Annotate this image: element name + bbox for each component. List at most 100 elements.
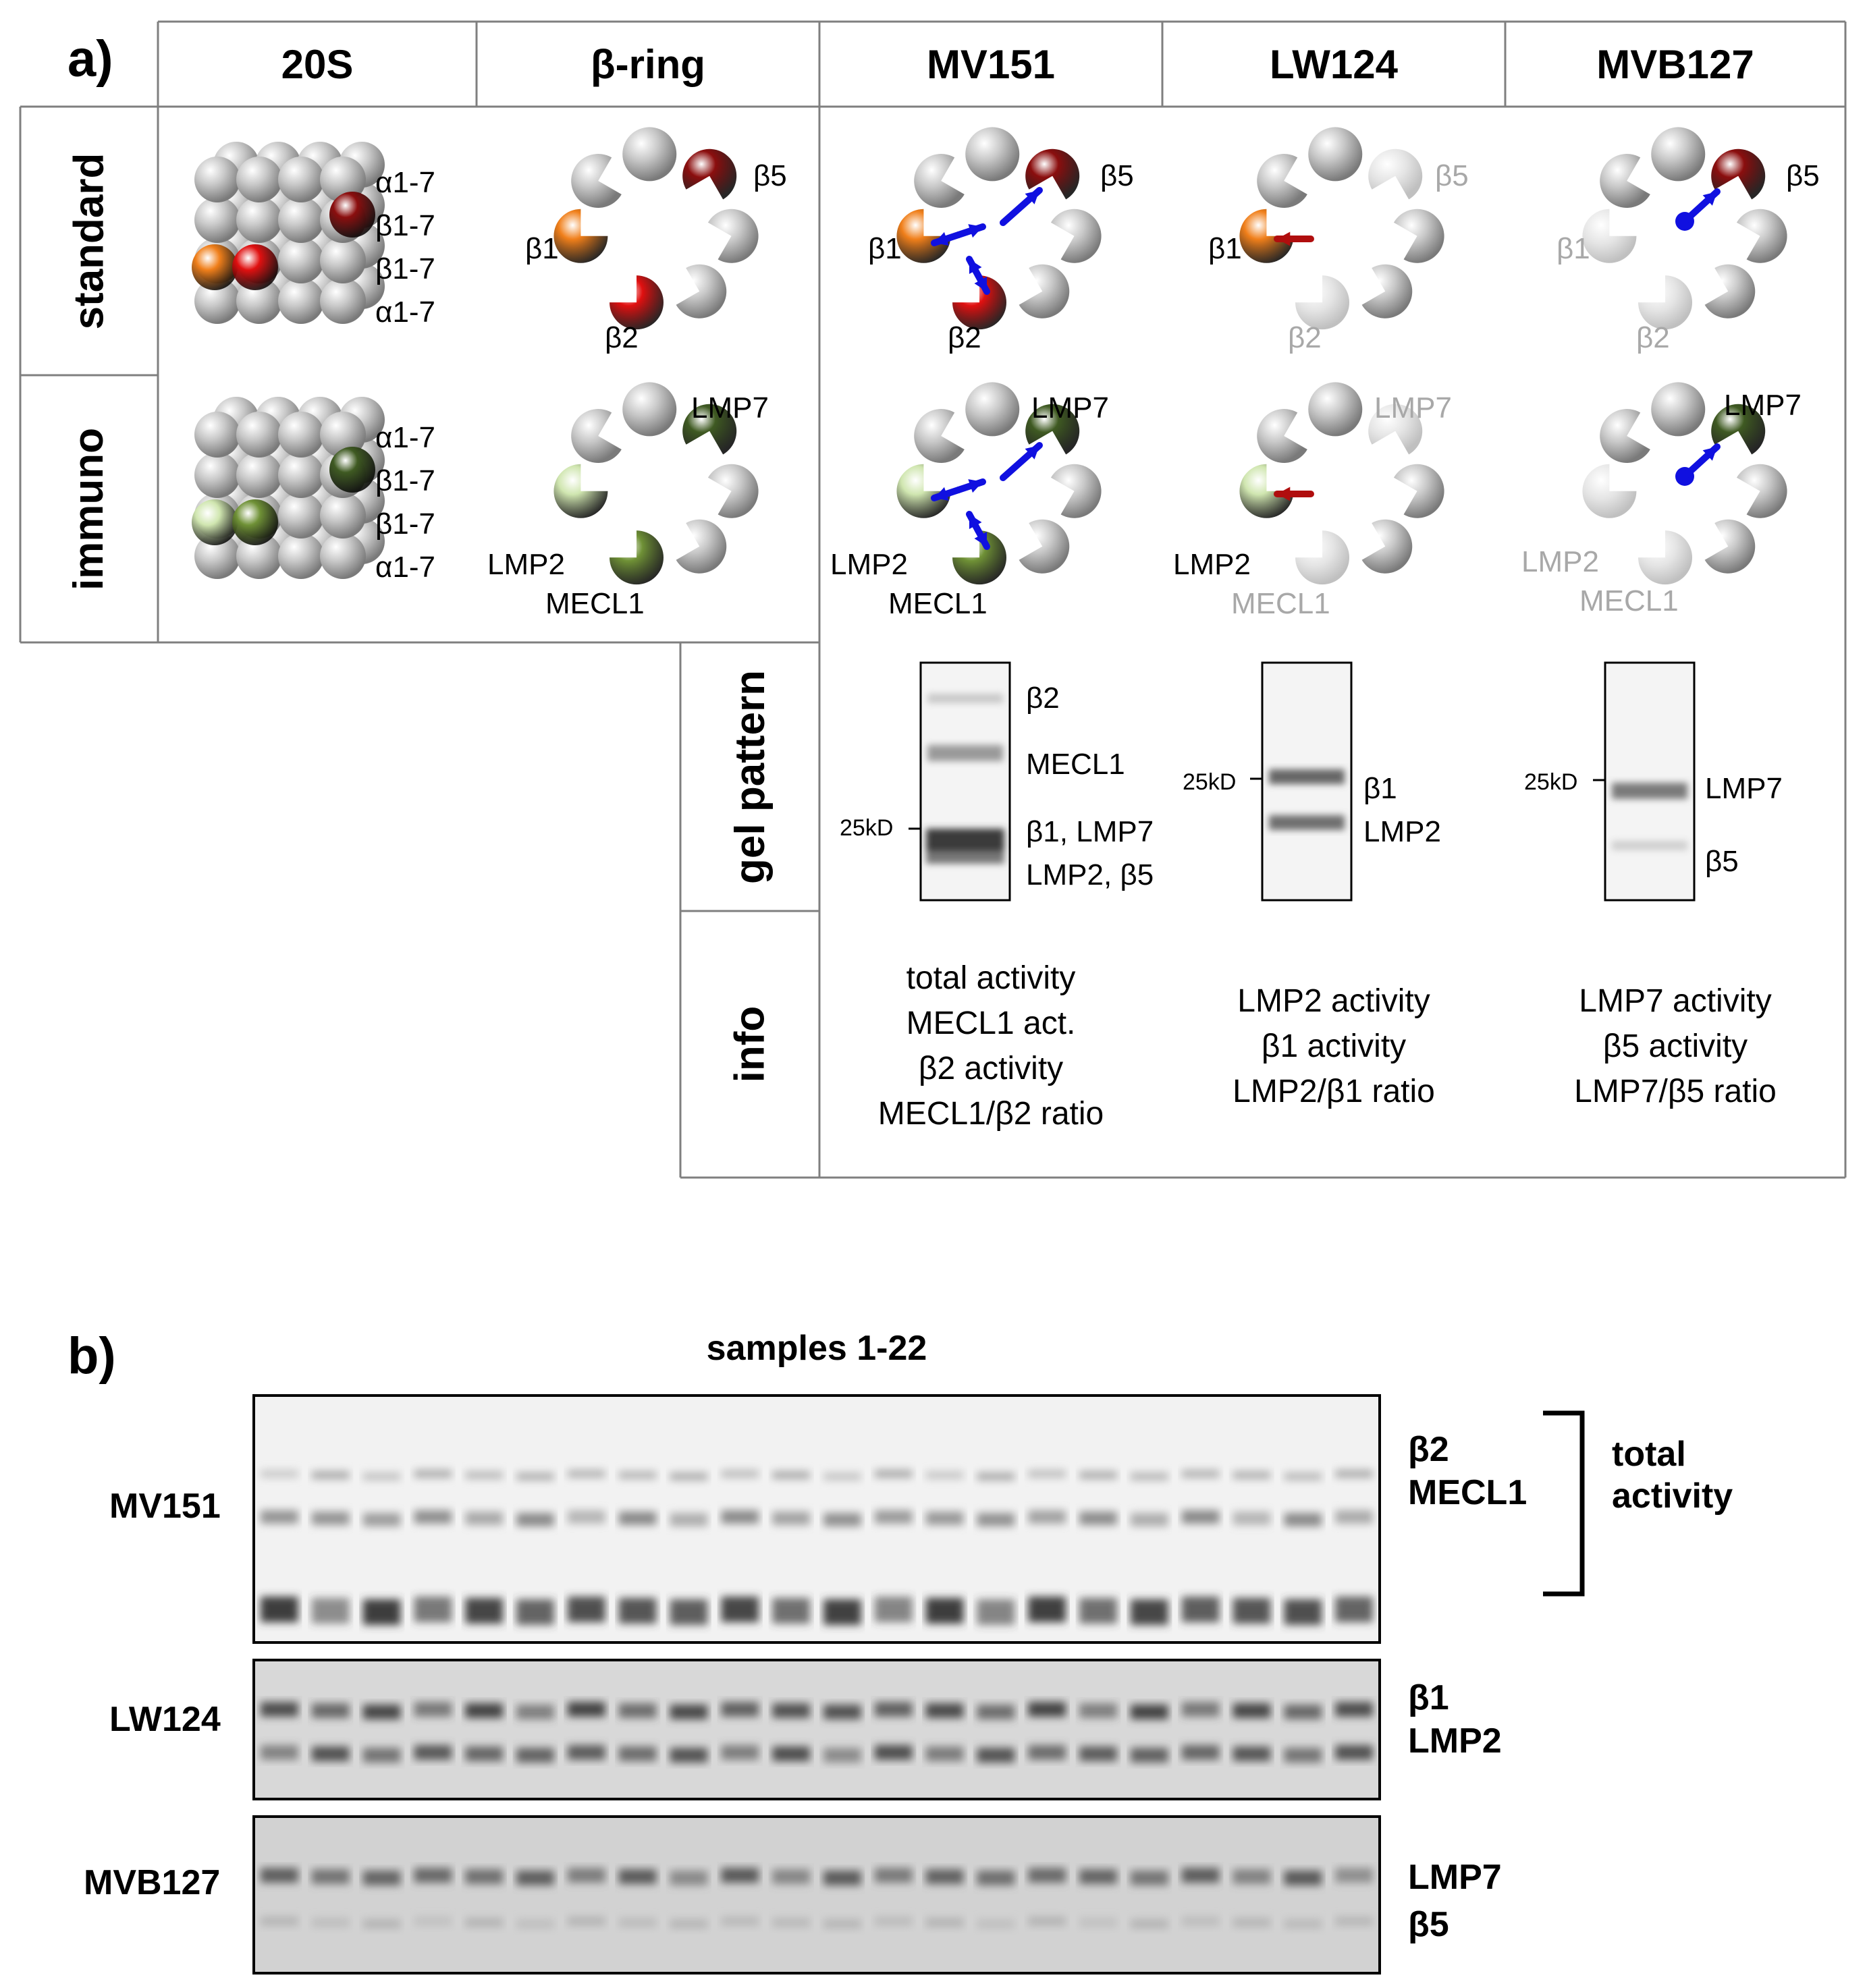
gel-b-1-band bbox=[1130, 1748, 1168, 1763]
gel-b-0-lane bbox=[823, 1472, 861, 1625]
gel-b-0-band bbox=[772, 1598, 810, 1624]
ring-mv151-imm-subunit-5 bbox=[896, 464, 951, 518]
ring-mv151-std-subunit-4 bbox=[952, 275, 1007, 330]
mv151-imm-arrow-b5-head bbox=[1025, 445, 1039, 460]
gel-b-1-lane bbox=[925, 1703, 964, 1761]
gel-b-1-band bbox=[1335, 1745, 1373, 1760]
header-20s: 20S bbox=[281, 41, 354, 87]
ring-mv151-imm-subunit-3 bbox=[1019, 519, 1070, 574]
ring-ring-std-subunit-2 bbox=[707, 209, 759, 263]
gel-b-1-lane bbox=[362, 1705, 401, 1763]
gel-b-0-band bbox=[874, 1510, 913, 1524]
gel-b-0-lane bbox=[261, 1470, 298, 1622]
gel-b-2-lane bbox=[1284, 1871, 1322, 1929]
panel-a-grid bbox=[19, 20, 1847, 1179]
ring-mvb127-std-subunit-5 bbox=[1582, 209, 1637, 263]
gel-b-0-band bbox=[362, 1599, 401, 1625]
gel-b-1-band bbox=[721, 1745, 759, 1760]
ring-ring-imm-subunit-5 bbox=[553, 464, 608, 518]
gel-b-0-band bbox=[1130, 1472, 1168, 1481]
gel-b-0-lane bbox=[1284, 1472, 1322, 1625]
gel-b-0-band bbox=[261, 1470, 298, 1478]
ring-mvb127-std-sphere-0 bbox=[1651, 127, 1706, 182]
gel-b-1-lane bbox=[1335, 1702, 1373, 1760]
total-activity-bracket bbox=[1543, 1410, 1585, 1597]
gel-b-2-band bbox=[465, 1918, 504, 1927]
gel-b-2-band bbox=[670, 1871, 708, 1885]
ring-ring-std-subunit-5 bbox=[553, 209, 608, 263]
gel-b-1-band bbox=[721, 1702, 759, 1717]
cube-imm-label-4: α1-7 bbox=[375, 551, 436, 584]
gel-b-0-band bbox=[516, 1472, 554, 1481]
cube-std-front-sphere bbox=[194, 157, 240, 202]
gel-b-1-lane bbox=[1079, 1703, 1117, 1761]
cube-imm-front-sphere bbox=[236, 452, 282, 498]
ring-lw124-std-sphere-0 bbox=[1308, 127, 1363, 182]
ring-lw124-std-subunit-2 bbox=[1393, 209, 1444, 263]
gel-b-2-band bbox=[772, 1869, 810, 1884]
ring-lw124-imm-subunit-4 bbox=[1295, 530, 1350, 585]
gel-b-2-lane bbox=[362, 1871, 401, 1929]
gel-b-1-lane bbox=[1028, 1702, 1066, 1760]
gel-b-0-band bbox=[874, 1470, 913, 1478]
mv151-imm-arrow-b2-b-head bbox=[969, 514, 982, 529]
gel-b-0-band bbox=[311, 1471, 350, 1479]
gel-b-1-band bbox=[261, 1745, 298, 1760]
gel-b-2-lane bbox=[414, 1868, 452, 1926]
panel-a-label: a) bbox=[67, 30, 113, 88]
ring-std-b5-label: β5 bbox=[753, 159, 787, 192]
gel-b-0-band bbox=[261, 1597, 298, 1622]
gel-b-2-band bbox=[977, 1919, 1015, 1929]
gel-b-2-lane bbox=[1181, 1868, 1220, 1926]
gel-b-1-band bbox=[670, 1705, 708, 1719]
gel-b-1-lane bbox=[823, 1705, 861, 1763]
gel-b-1-lane bbox=[261, 1702, 298, 1760]
gel-b-2-lane bbox=[567, 1868, 605, 1926]
gel-b-1-band bbox=[925, 1746, 964, 1761]
gel-b-0-lane bbox=[977, 1472, 1015, 1625]
gel-b-1-band bbox=[772, 1746, 810, 1761]
cube-imm-beta2-sphere bbox=[232, 499, 278, 545]
gel-b-0-band bbox=[362, 1513, 401, 1526]
gel-b-1-lane bbox=[1284, 1705, 1322, 1763]
ring-ring-imm-sphere-0 bbox=[622, 382, 677, 437]
ring-std-b2-label: β2 bbox=[605, 321, 639, 354]
gel-b-mvb127-band-2: β5 bbox=[1408, 1905, 1449, 1944]
gel-b-0-band bbox=[925, 1512, 964, 1525]
total-activity-label: total activity bbox=[1612, 1435, 1733, 1516]
gel-b-2-band bbox=[925, 1869, 964, 1884]
mv151-imm-arrow-b2-a-head bbox=[974, 532, 987, 547]
mv151-std-arrow-b1-a-head bbox=[968, 224, 983, 238]
gel-b-1-band bbox=[1335, 1702, 1373, 1717]
cube-std-beta1-sphere bbox=[192, 244, 238, 290]
gel-b-2-lane bbox=[823, 1871, 861, 1929]
gel-b-label-mv151: MV151 bbox=[109, 1487, 221, 1526]
gel-b-1-band bbox=[362, 1748, 401, 1763]
gel-b-2-band bbox=[925, 1918, 964, 1927]
gel-b-0-lane bbox=[925, 1471, 964, 1624]
gel-b-label-mvb127: MVB127 bbox=[84, 1863, 221, 1902]
gel-b-0-lane bbox=[1130, 1472, 1168, 1625]
cube-std-front-sphere bbox=[236, 157, 282, 202]
gel-b-2-band bbox=[311, 1918, 350, 1927]
ring-mv151-std-subunit-6 bbox=[914, 154, 965, 209]
gel-b-0-band bbox=[670, 1599, 708, 1625]
cube-std-front-sphere bbox=[320, 278, 366, 324]
gel-b-0-band bbox=[1233, 1471, 1271, 1479]
ring-imm-lmp2-label: LMP2 bbox=[487, 548, 565, 581]
header-lw124: LW124 bbox=[1269, 41, 1399, 87]
mvb127-std-arrow-b5-head bbox=[1702, 192, 1717, 206]
ring-ring-std-sphere-0 bbox=[622, 127, 677, 182]
gel-b-0-band bbox=[977, 1472, 1015, 1481]
ring-imm-lmp7-label: LMP7 bbox=[691, 391, 769, 424]
gel-b-2-band bbox=[1233, 1918, 1271, 1927]
gel-b-0-lane bbox=[1079, 1471, 1117, 1624]
header-beta-ring: β-ring bbox=[591, 41, 705, 87]
gel-b-0-band bbox=[414, 1470, 452, 1478]
mv151-imm-mecl1-label: MECL1 bbox=[888, 587, 987, 620]
gel-b-0-band bbox=[823, 1472, 861, 1481]
cube-std-front-sphere bbox=[194, 197, 240, 243]
gel-b-2-lane bbox=[925, 1869, 964, 1927]
gel-b-label-lw124: LW124 bbox=[109, 1700, 221, 1739]
gel-b-1-band bbox=[1079, 1746, 1117, 1761]
